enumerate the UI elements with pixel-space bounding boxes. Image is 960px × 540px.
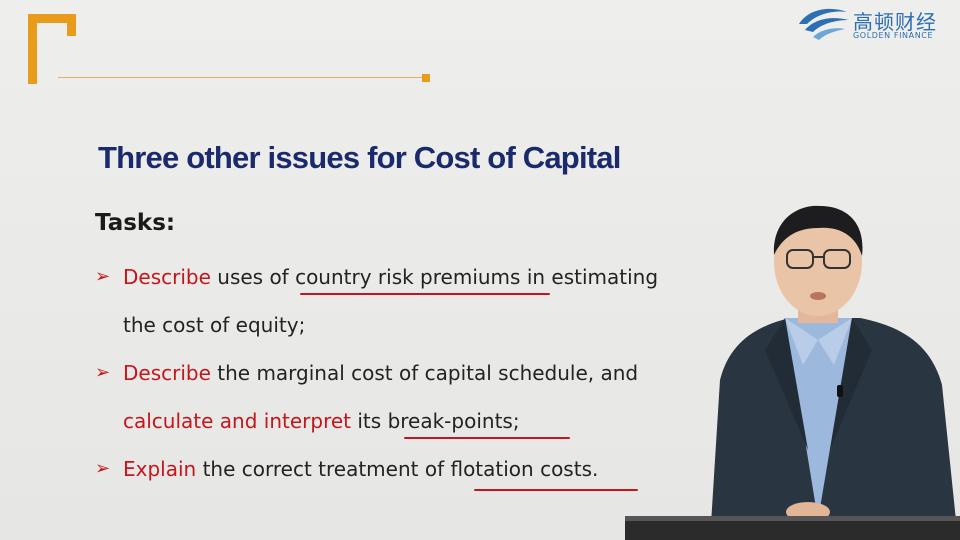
bullet-2-line-1: Describe the marginal cost of capital sc…: [123, 361, 639, 385]
slide-title: Three other issues for Cost of Capital: [98, 140, 621, 175]
bullet-1-line-1: Describe uses of country risk premiums i…: [123, 265, 659, 289]
podium-edge: [625, 516, 960, 521]
golden-finance-logo: 高顿财经 GOLDEN FINANCE: [795, 4, 955, 42]
header-rule-dot: [422, 74, 430, 82]
logo-wings-icon: [799, 8, 849, 40]
tasks-heading: Tasks:: [95, 210, 176, 236]
bullet-1-line-2: the cost of equity;: [123, 313, 306, 337]
bullet-3-line-1: Explain the correct treatment of flotati…: [123, 457, 599, 481]
bullet-3-underlined-phrase: flotation costs.: [450, 457, 599, 481]
underline-break-points: [404, 437, 570, 439]
bullet-1-verb: Describe: [123, 265, 211, 289]
bullet-2-line-2: calculate and interpret its break-points…: [123, 409, 520, 433]
corner-bracket-decoration: [28, 14, 76, 84]
bullet-arrow-icon: ➢: [95, 362, 111, 383]
bullet-2-verb-2: calculate and interpret: [123, 409, 352, 433]
header-rule: [58, 77, 424, 78]
bullet-3-verb: Explain: [123, 457, 197, 481]
bullet-arrow-icon: ➢: [95, 458, 111, 479]
underline-flotation-costs: [474, 489, 638, 491]
logo-name-cn: 高顿财经: [853, 10, 937, 34]
bullet-arrow-icon: ➢: [95, 266, 111, 287]
underline-country-risk-premiums: [300, 293, 550, 295]
bullet-2-underlined-phrase: break-points;: [387, 409, 520, 433]
bullet-1-underlined-phrase: country risk premiums: [295, 265, 521, 289]
logo-name-en: GOLDEN FINANCE: [853, 31, 934, 40]
bullet-2-verb: Describe: [123, 361, 211, 385]
presenter-video: [710, 205, 958, 540]
